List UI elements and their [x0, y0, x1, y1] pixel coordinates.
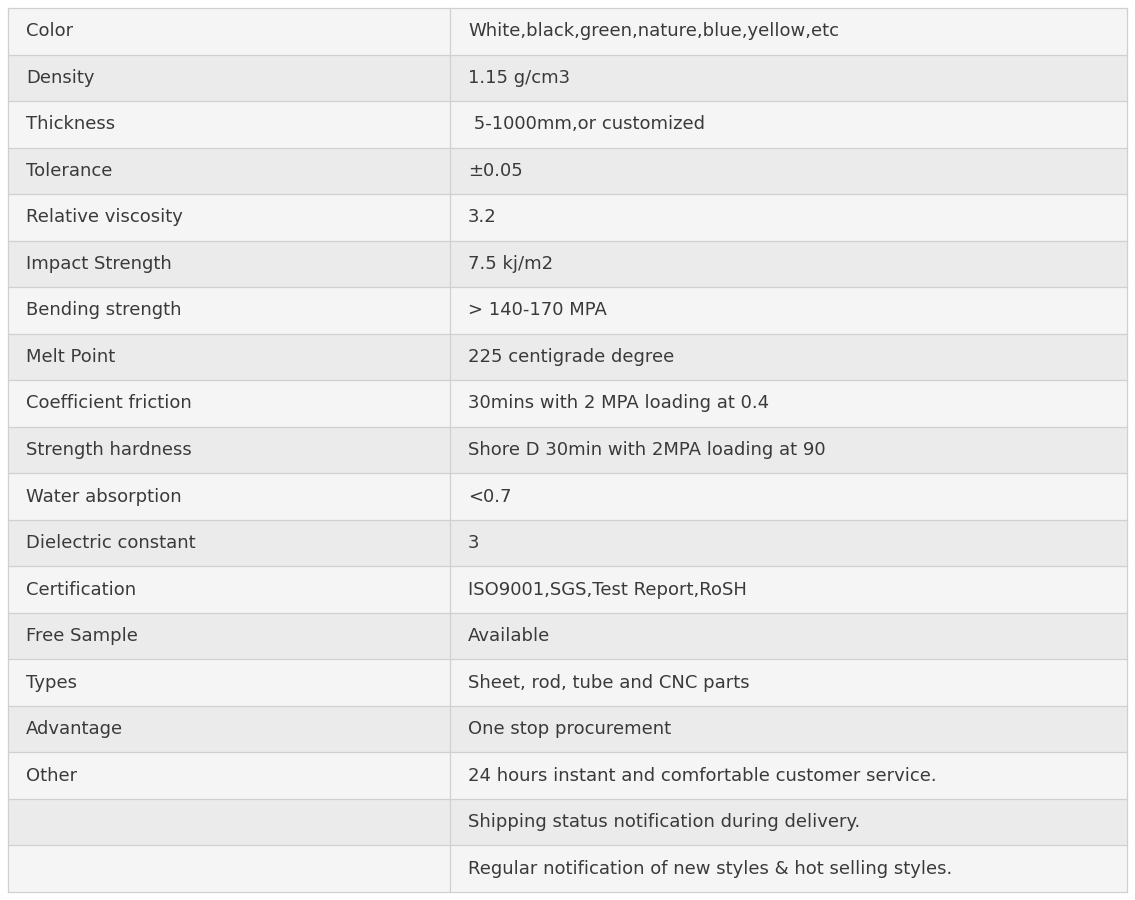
Bar — [8, 566, 449, 613]
Bar — [8, 240, 449, 287]
Text: ±0.05: ±0.05 — [468, 162, 523, 180]
Bar — [449, 380, 1127, 427]
Text: White,black,green,nature,blue,yellow,etc: White,black,green,nature,blue,yellow,etc — [468, 22, 839, 40]
Text: <0.7: <0.7 — [468, 488, 512, 506]
Bar — [8, 55, 449, 101]
Text: Advantage: Advantage — [26, 720, 123, 738]
Bar — [8, 845, 449, 892]
Text: 3.2: 3.2 — [468, 209, 497, 227]
Text: Melt Point: Melt Point — [26, 348, 116, 366]
Bar — [8, 427, 449, 473]
Text: Free Sample: Free Sample — [26, 627, 137, 645]
Bar — [449, 8, 1127, 55]
Text: Water absorption: Water absorption — [26, 488, 182, 506]
Bar — [449, 752, 1127, 799]
Text: Tolerance: Tolerance — [26, 162, 112, 180]
Bar — [449, 473, 1127, 520]
Text: 3: 3 — [468, 534, 479, 552]
Text: Color: Color — [26, 22, 73, 40]
Bar — [449, 427, 1127, 473]
Bar — [8, 8, 449, 55]
Bar — [449, 194, 1127, 240]
Text: Thickness: Thickness — [26, 115, 115, 133]
Text: > 140-170 MPA: > 140-170 MPA — [468, 302, 607, 319]
Bar — [449, 706, 1127, 752]
Bar — [8, 799, 449, 845]
Text: Sheet, rod, tube and CNC parts: Sheet, rod, tube and CNC parts — [468, 673, 749, 691]
Bar — [449, 334, 1127, 380]
Text: 1.15 g/cm3: 1.15 g/cm3 — [468, 68, 570, 86]
Bar — [449, 799, 1127, 845]
Bar — [449, 520, 1127, 566]
Bar — [8, 752, 449, 799]
Text: Types: Types — [26, 673, 77, 691]
Bar — [449, 845, 1127, 892]
Text: Density: Density — [26, 68, 94, 86]
Text: Relative viscosity: Relative viscosity — [26, 209, 183, 227]
Bar — [8, 194, 449, 240]
Text: Strength hardness: Strength hardness — [26, 441, 192, 459]
Text: Bending strength: Bending strength — [26, 302, 182, 319]
Text: ISO9001,SGS,Test Report,RoSH: ISO9001,SGS,Test Report,RoSH — [468, 580, 747, 598]
Text: Regular notification of new styles & hot selling styles.: Regular notification of new styles & hot… — [468, 860, 952, 878]
Bar — [8, 660, 449, 706]
Bar — [8, 706, 449, 752]
Bar — [449, 101, 1127, 148]
Text: Impact Strength: Impact Strength — [26, 255, 171, 273]
Bar — [449, 660, 1127, 706]
Bar — [449, 566, 1127, 613]
Text: Coefficient friction: Coefficient friction — [26, 394, 192, 412]
Text: Shipping status notification during delivery.: Shipping status notification during deli… — [468, 814, 860, 832]
Bar — [8, 101, 449, 148]
Bar — [8, 287, 449, 334]
Bar — [449, 287, 1127, 334]
Bar — [8, 613, 449, 660]
Bar — [8, 148, 449, 194]
Bar — [8, 520, 449, 566]
Text: 30mins with 2 MPA loading at 0.4: 30mins with 2 MPA loading at 0.4 — [468, 394, 770, 412]
Text: Available: Available — [468, 627, 550, 645]
Text: 7.5 kj/m2: 7.5 kj/m2 — [468, 255, 553, 273]
Bar — [8, 473, 449, 520]
Text: 5-1000mm,or customized: 5-1000mm,or customized — [468, 115, 705, 133]
Text: 24 hours instant and comfortable customer service.: 24 hours instant and comfortable custome… — [468, 767, 936, 785]
Text: Other: Other — [26, 767, 77, 785]
Bar — [449, 240, 1127, 287]
Bar — [8, 334, 449, 380]
Bar — [449, 55, 1127, 101]
Text: 225 centigrade degree: 225 centigrade degree — [468, 348, 674, 366]
Bar — [449, 613, 1127, 660]
Bar — [449, 148, 1127, 194]
Bar — [8, 380, 449, 427]
Text: Certification: Certification — [26, 580, 136, 598]
Text: One stop procurement: One stop procurement — [468, 720, 671, 738]
Text: Shore D 30min with 2MPA loading at 90: Shore D 30min with 2MPA loading at 90 — [468, 441, 825, 459]
Text: Dielectric constant: Dielectric constant — [26, 534, 195, 552]
